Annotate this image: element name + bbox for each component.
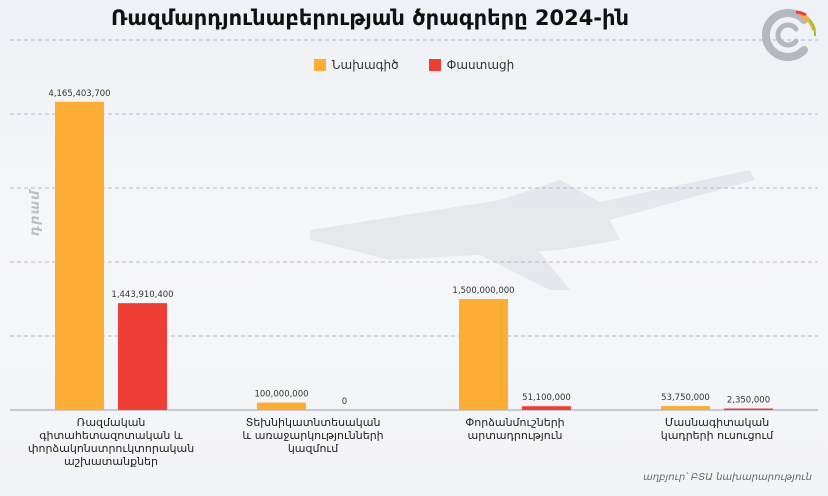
publisher-logo-icon bbox=[761, 9, 817, 61]
category-label-0: Ռազմական գիտահետազոտական և փորձակոնստրուկտ… bbox=[28, 416, 194, 468]
data-label-actual-1: 0 bbox=[342, 397, 347, 407]
bar-planned-1[interactable] bbox=[257, 402, 306, 410]
data-label-planned-2: 1,500,000,000 bbox=[452, 286, 514, 296]
data-label-planned-3: 53,750,000 bbox=[661, 393, 710, 403]
data-label-planned-0: 4,165,403,700 bbox=[48, 89, 110, 99]
bar-actual-0[interactable] bbox=[118, 303, 167, 410]
legend-label-actual: Փաստացի bbox=[446, 58, 515, 72]
bar-actual-2[interactable] bbox=[522, 406, 571, 410]
data-label-actual-3: 2,350,000 bbox=[727, 396, 770, 406]
bar-actual-3[interactable] bbox=[724, 408, 773, 411]
legend-swatch-actual bbox=[428, 59, 441, 71]
legend-swatch-planned bbox=[313, 59, 326, 71]
data-label-actual-0: 1,443,910,400 bbox=[111, 290, 173, 300]
data-label-planned-1: 100,000,000 bbox=[254, 390, 308, 400]
category-label-2: Փորձանմուշների արտադրություն bbox=[465, 416, 564, 442]
bar-planned-2[interactable] bbox=[459, 299, 508, 410]
bar-planned-3[interactable] bbox=[661, 406, 710, 410]
chart-title: Ռազմարդյունաբերության ծրագրերը 2024-ին bbox=[110, 6, 630, 30]
legend-item-actual[interactable]: Փաստացի bbox=[428, 58, 515, 72]
category-label-3: Մասնագիտական կադրերի ուսուցում bbox=[661, 416, 775, 442]
legend-item-planned[interactable]: Նախագիծ bbox=[313, 58, 399, 72]
category-label-1: Տեխնիկատնտեսական և առաջարկությունների կազմ… bbox=[242, 416, 383, 455]
chart-legend: Նախագիծ Փաստացի bbox=[0, 58, 828, 72]
bar-planned-0[interactable] bbox=[55, 101, 104, 410]
data-label-actual-2: 51,100,000 bbox=[522, 393, 571, 403]
drone-background-image bbox=[310, 170, 755, 290]
legend-label-planned: Նախագիծ bbox=[331, 58, 399, 72]
source-note: աղբյուր՝ ԲՏԱ նախարարություն bbox=[643, 472, 812, 483]
